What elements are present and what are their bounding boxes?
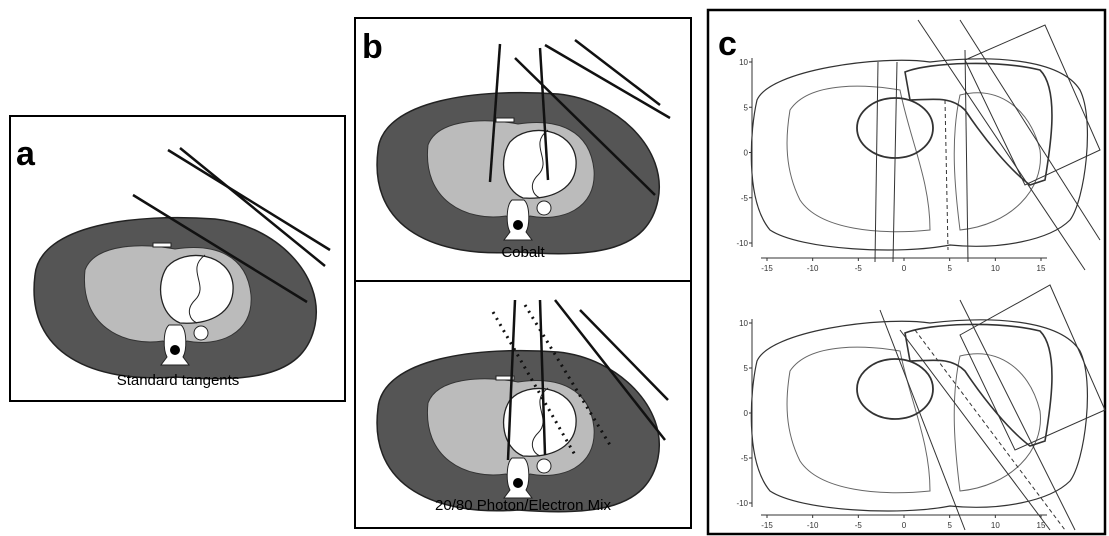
beam-line — [900, 330, 1050, 530]
y-tick-label: 10 — [739, 319, 748, 328]
beam-line — [918, 20, 1085, 270]
panel-label: c — [718, 25, 737, 63]
caption: Standard tangents — [117, 372, 240, 389]
x-tick-label: 5 — [947, 521, 952, 530]
beam-line — [965, 50, 968, 262]
x-tick-label: 15 — [1037, 264, 1046, 273]
y-tick-label: -5 — [741, 194, 749, 203]
x-tick-label: 5 — [947, 264, 952, 273]
torso-diagram — [34, 218, 316, 379]
beam-line — [875, 62, 878, 262]
x-tick-label: -10 — [807, 264, 819, 273]
x-tick-label: -15 — [761, 264, 773, 273]
beam-line — [960, 300, 1075, 530]
dashed-beam — [945, 100, 948, 250]
y-tick-label: -10 — [736, 239, 748, 248]
y-tick-label: 5 — [744, 103, 749, 112]
y-tick-label: 10 — [739, 58, 748, 67]
y-tick-label: -5 — [741, 454, 749, 463]
x-tick-label: -15 — [761, 521, 773, 530]
caption: Cobalt — [501, 244, 545, 261]
page: a Standard tangents b Cobalt 20/80 Photo… — [0, 0, 1109, 536]
x-tick-label: 0 — [902, 264, 907, 273]
panel-label: b — [362, 28, 383, 66]
y-tick-label: 0 — [744, 149, 749, 158]
x-tick-label: 0 — [902, 521, 907, 530]
field-outline — [960, 285, 1105, 450]
dose-contours — [751, 59, 1087, 250]
figure: a Standard tangents b Cobalt 20/80 Photo… — [0, 0, 1109, 536]
torso-diagram — [377, 351, 659, 512]
beam-line — [880, 310, 965, 530]
field-outline — [965, 25, 1100, 185]
y-tick-label: 5 — [744, 364, 749, 373]
x-tick-label: 10 — [991, 264, 1000, 273]
y-tick-label: -10 — [736, 499, 748, 508]
x-tick-label: -5 — [855, 521, 863, 530]
torso-diagram — [377, 93, 659, 254]
y-tick-label: 0 — [744, 409, 749, 418]
dose-contours — [751, 320, 1087, 511]
dose-plot: 10 5 0 -5 -10 -15 -10 -5 0 5 10 15 — [736, 20, 1100, 273]
panel-label: a — [16, 135, 36, 173]
caption: 20/80 Photon/Electron Mix — [435, 497, 611, 514]
x-tick-label: 10 — [991, 521, 1000, 530]
x-tick-label: -10 — [807, 521, 819, 530]
x-tick-label: -5 — [855, 264, 863, 273]
